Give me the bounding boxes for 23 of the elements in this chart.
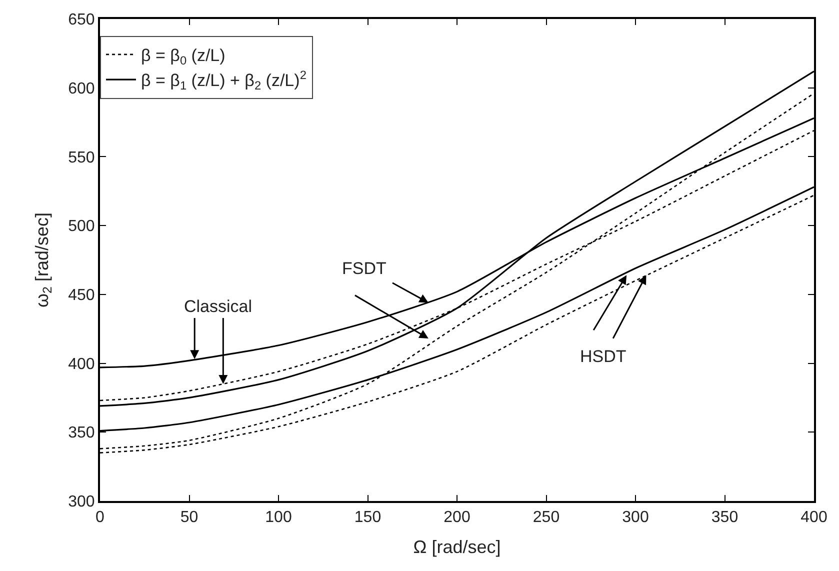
x-tick-label: 400: [800, 509, 828, 526]
x-tick-label: 150: [354, 509, 382, 526]
x-tick-label: 0: [96, 509, 105, 526]
legend-label: β = β$_{0}$ (z/L): [141, 46, 226, 68]
y-tick-label: 400: [68, 356, 95, 373]
x-tick-label: 350: [711, 509, 738, 526]
x-axis-title: Ω [rad/sec]: [413, 536, 501, 557]
x-tick-label: 100: [265, 509, 292, 526]
annotation: HSDT: [580, 347, 626, 366]
x-tick-label: 50: [180, 509, 198, 526]
y-tick-label: 600: [68, 80, 95, 98]
x-tick-label: 250: [532, 509, 560, 526]
y-tick-label: 650: [68, 12, 95, 29]
legend-label: β = β$_{1}$ (z/L) + β$_{2}$ (z/L)$^{2}$: [141, 68, 307, 93]
annotation: Classical: [184, 297, 252, 316]
annotation: FSDT: [342, 259, 386, 278]
x-tick-label: 300: [622, 509, 649, 526]
y-tick-label: 500: [68, 218, 95, 236]
y-tick-label: 550: [68, 149, 95, 166]
y-tick-label: 350: [68, 424, 95, 442]
y-tick-label: 300: [68, 494, 95, 511]
y-tick-label: 450: [68, 287, 95, 304]
x-tick-label: 200: [444, 509, 470, 526]
